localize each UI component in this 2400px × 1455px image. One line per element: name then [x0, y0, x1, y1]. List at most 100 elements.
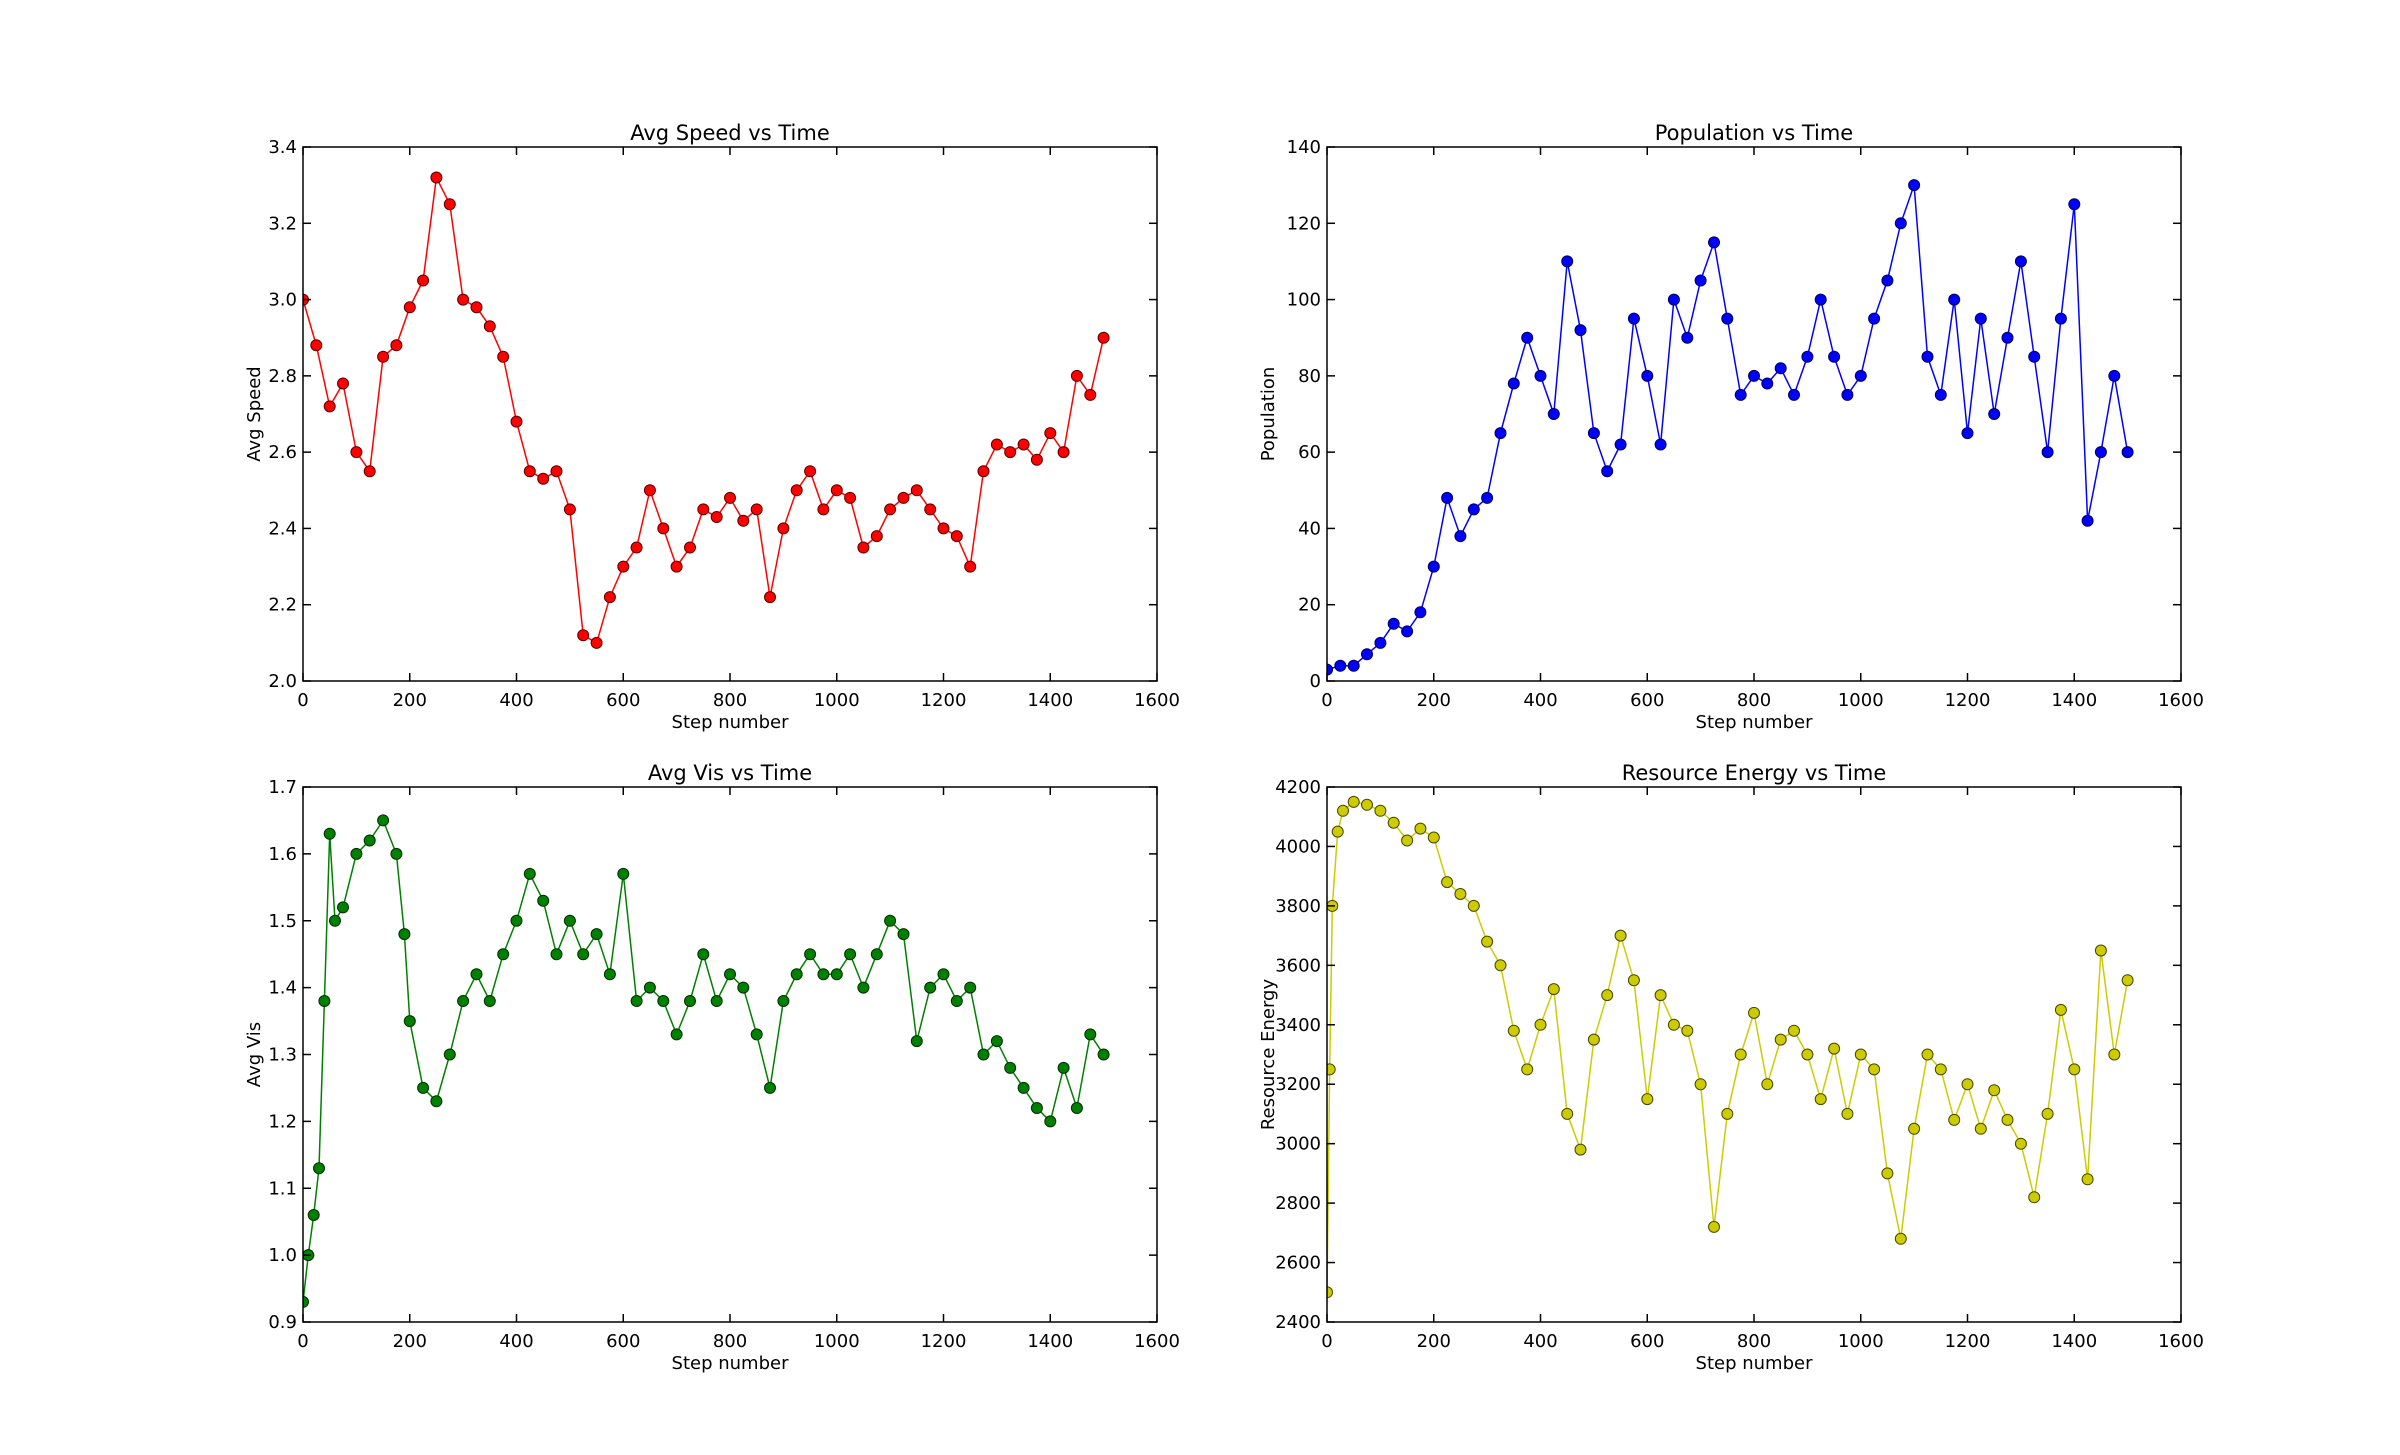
y-tick-label: 1.5 — [268, 911, 297, 932]
data-point — [350, 446, 363, 459]
data-point — [337, 901, 349, 914]
data-point — [1921, 1048, 1934, 1061]
data-point — [670, 560, 683, 573]
data-point — [310, 339, 323, 352]
data-point — [1801, 1048, 1814, 1061]
data-point — [390, 339, 403, 352]
data-point — [1574, 1143, 1587, 1156]
x-tick-label: 400 — [499, 690, 533, 711]
y-axis-label: Population — [1258, 367, 1279, 462]
data-point — [844, 948, 857, 961]
data-point — [684, 541, 696, 554]
x-tick-label: 1000 — [814, 1331, 860, 1352]
y-tick-label: 4000 — [1275, 836, 1321, 857]
data-point — [2041, 446, 2054, 459]
data-point — [1374, 804, 1387, 817]
data-point — [1667, 1018, 1680, 1031]
data-point — [964, 981, 977, 994]
x-tick-label: 400 — [1523, 690, 1557, 711]
data-point — [1030, 453, 1043, 466]
x-tick-label: 1200 — [1945, 1331, 1991, 1352]
data-point — [1654, 989, 1667, 1002]
data-point — [563, 914, 576, 927]
y-tick-label: 1.2 — [268, 1111, 297, 1132]
data-point — [617, 560, 630, 573]
data-point — [1667, 293, 1680, 306]
data-point — [1070, 1102, 1083, 1114]
x-tick-label: 1600 — [2158, 690, 2204, 711]
chart-title: Resource Energy vs Time — [1622, 761, 1887, 785]
data-point — [537, 472, 550, 485]
plot-frame — [302, 786, 1158, 1323]
data-point — [1084, 1028, 1097, 1041]
y-tick-label: 2.8 — [268, 366, 297, 387]
data-point — [1084, 388, 1097, 401]
data-point — [1587, 427, 1600, 440]
data-point — [443, 198, 456, 211]
y-tick-label: 2.0 — [268, 671, 297, 692]
x-tick-label: 1200 — [921, 690, 967, 711]
data-point — [1097, 331, 1110, 344]
data-point — [1337, 804, 1349, 817]
data-point — [430, 1095, 443, 1108]
data-point — [830, 968, 843, 981]
data-point — [2054, 1003, 2067, 1016]
data-point — [1481, 935, 1494, 948]
data-series — [1327, 795, 2134, 1299]
data-point — [1521, 331, 1534, 344]
data-point — [313, 1162, 325, 1175]
data-point — [390, 847, 403, 860]
x-tick-label: 0 — [1321, 690, 1332, 711]
data-point — [830, 484, 843, 497]
data-point — [1327, 1063, 1336, 1076]
data-point — [2068, 198, 2081, 211]
series-line — [303, 174, 1105, 645]
y-tick-label: 2.2 — [268, 595, 297, 616]
data-point — [897, 491, 910, 504]
data-point — [1708, 236, 1720, 249]
data-point — [577, 629, 590, 642]
x-tick-label: 1400 — [1027, 1331, 1073, 1352]
data-point — [750, 1028, 763, 1041]
data-point — [1934, 1063, 1947, 1076]
data-point — [1374, 636, 1387, 649]
data-point — [670, 1028, 683, 1041]
x-tick-label: 1000 — [1838, 1331, 1884, 1352]
data-point — [1494, 959, 1507, 972]
data-point — [1814, 293, 1827, 306]
data-point — [977, 465, 990, 478]
y-tick-label: 60 — [1298, 442, 1321, 463]
x-tick-label: 800 — [1737, 1331, 1771, 1352]
x-tick-label: 1200 — [921, 1331, 967, 1352]
data-point — [470, 968, 483, 981]
data-point — [724, 968, 736, 981]
data-point — [630, 995, 643, 1007]
x-tick-label: 0 — [297, 1331, 308, 1352]
data-series — [303, 171, 1110, 649]
data-point — [870, 948, 883, 961]
data-point — [1694, 1078, 1707, 1091]
y-tick-label: 2600 — [1275, 1253, 1321, 1274]
data-point — [1708, 1220, 1720, 1233]
y-tick-label: 1.7 — [268, 777, 297, 798]
data-point — [910, 484, 923, 497]
data-point — [2041, 1107, 2054, 1120]
data-series — [303, 814, 1110, 1308]
data-point — [1627, 974, 1640, 987]
x-axis-label: Step number — [1696, 712, 1814, 733]
data-point — [497, 948, 510, 961]
chart-panel-4: 0 200 400 600 800 1000 1200 1400 1600 2400 2600 280… — [1258, 761, 2204, 1374]
data-point — [1894, 1232, 1907, 1245]
data-point — [510, 415, 523, 428]
data-point — [697, 948, 710, 961]
data-point — [1401, 834, 1414, 847]
data-point — [1017, 438, 1030, 451]
data-point — [483, 995, 496, 1007]
data-point — [1561, 1107, 1574, 1120]
data-point — [937, 968, 950, 981]
chart-title: Avg Vis vs Time — [648, 761, 812, 785]
data-point — [1988, 1084, 2001, 1097]
data-point — [307, 1209, 320, 1221]
data-point — [1627, 312, 1640, 325]
y-tick-label: 120 — [1287, 213, 1321, 234]
